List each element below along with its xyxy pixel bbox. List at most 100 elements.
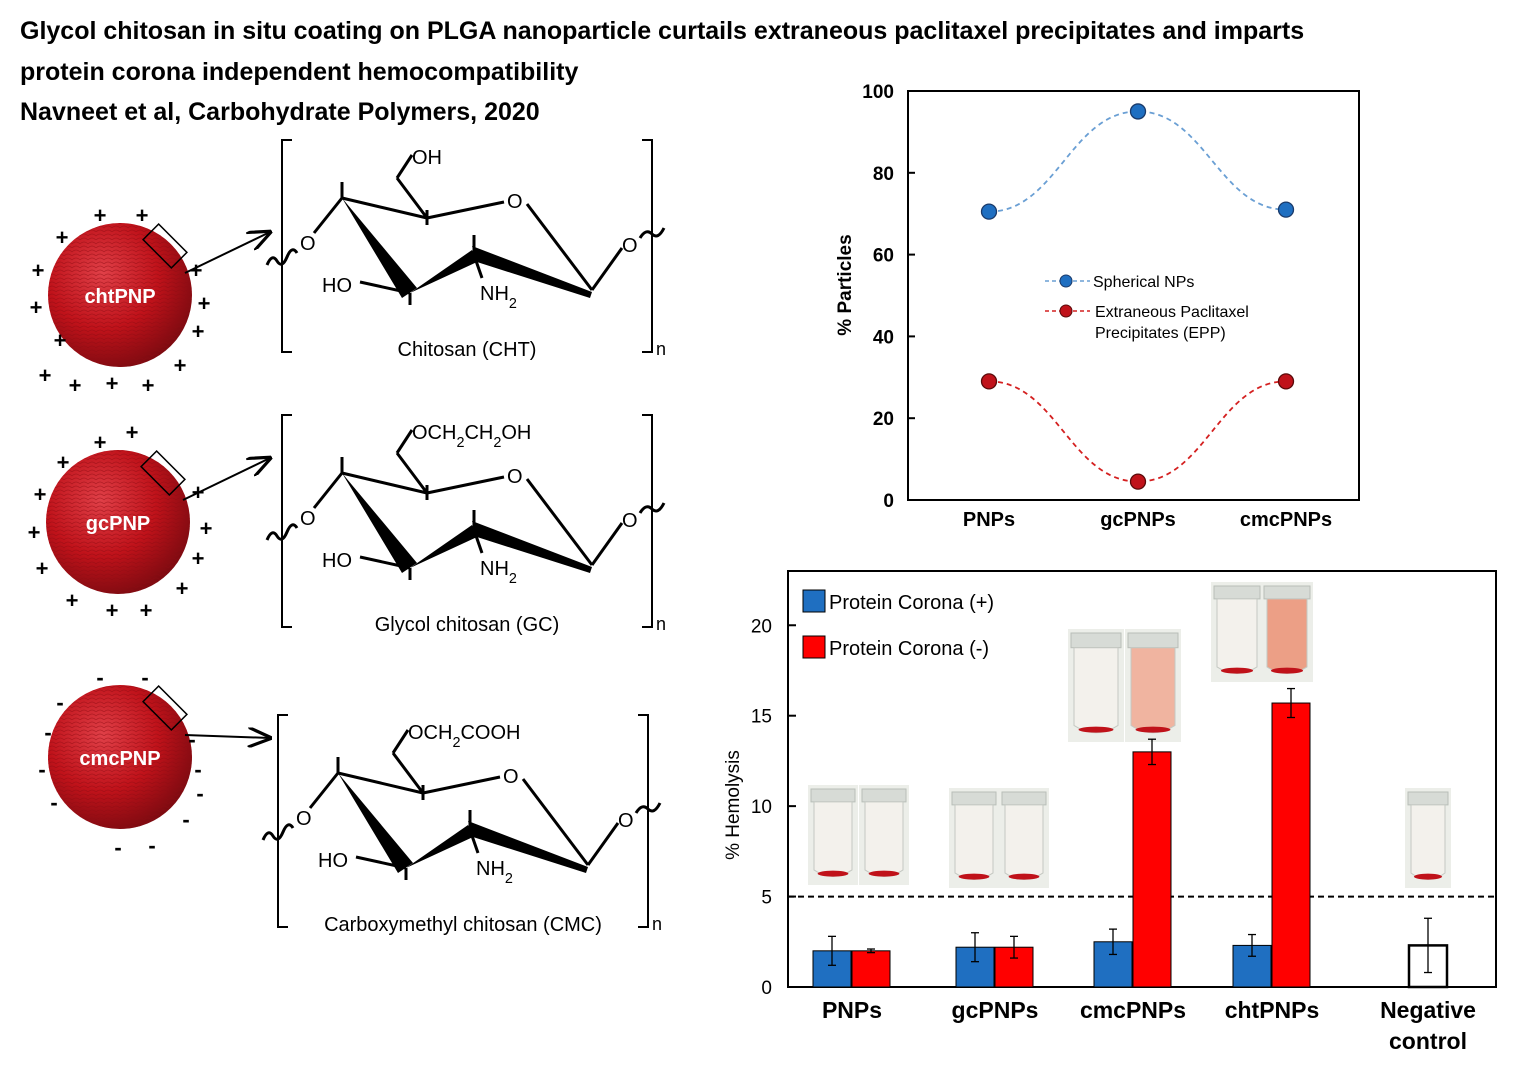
hydroxyl-label: HO (322, 275, 352, 297)
nanoparticle-texture (46, 450, 190, 594)
surface-charge-sign: + (69, 373, 82, 398)
bond (472, 529, 484, 554)
bond (472, 254, 484, 279)
figure-title-line-1: Glycol chitosan in situ coating on PLGA … (20, 17, 1305, 45)
rbc-pellet (1078, 726, 1114, 733)
ring-bond (341, 471, 428, 495)
chart2-legend: Protein Corona (+) Protein Corona (-) (802, 589, 994, 660)
legend-label-corona-minus: Protein Corona (-) (829, 638, 989, 660)
chart2-x-tick-label: Negative control (1380, 997, 1476, 1054)
wedge-bond (406, 825, 473, 868)
surface-charge-sign: - (182, 807, 189, 832)
legend-marker-epp (1059, 304, 1073, 318)
surface-charge-sign: + (57, 450, 70, 475)
ring-oxygen: O (507, 191, 523, 213)
rbc-pellet (817, 870, 849, 877)
surface-charge-sign: + (94, 203, 107, 228)
tube-cap (1263, 585, 1311, 600)
particle-label: chtPNP (84, 286, 155, 308)
chart2-bar (851, 950, 891, 988)
chart1-data-point (1129, 103, 1147, 120)
structure-cmcPNP: n O O OCH2COOH HO NH2 O Carboxymethyl chitosan … (261, 714, 662, 936)
bond (586, 822, 620, 866)
sidechain-bond (395, 154, 414, 179)
chart2-y-tick-label: 10 (751, 797, 772, 818)
bond (312, 472, 344, 509)
tube-cap (1213, 585, 1261, 600)
surface-charge-sign: + (198, 291, 211, 316)
tube-cap (1001, 791, 1047, 806)
surface-charge-sign: + (32, 258, 45, 283)
tube-cap (861, 788, 907, 803)
rbc-pellet (1270, 667, 1304, 674)
glycosidic-oxygen-right: O (622, 510, 638, 532)
hemolysis-tube-photos (808, 582, 1451, 888)
surface-charge-sign: - (44, 720, 51, 745)
structure-gcPNP: n O O OCH2CH2OH HO NH2 O Glycol chitosan (GC) (265, 414, 666, 636)
sample-tube (808, 785, 858, 885)
surface-charge-sign: + (192, 546, 205, 571)
chart2-bar (1132, 751, 1172, 988)
nanoparticle-texture (48, 685, 192, 829)
surface-charge-sign: - (141, 665, 148, 690)
tube-body (1266, 598, 1308, 674)
repeat-subscript: n (652, 914, 662, 934)
figure-title-line-2: protein corona independent hemocompatibi… (20, 58, 579, 86)
chart1-data-point (980, 203, 998, 220)
surface-charge-sign: - (148, 833, 155, 858)
bond (312, 197, 344, 234)
surface-charge-sign: + (192, 319, 205, 344)
bracket-right (642, 139, 653, 353)
glycosidic-oxygen-left: O (300, 233, 316, 255)
chart1-series (980, 103, 1295, 490)
tube-cap (1070, 632, 1122, 649)
legend-swatch-corona-plus (802, 589, 826, 613)
zoom-box (142, 685, 188, 731)
amine-label: NH2 (476, 858, 513, 887)
ring-bond (341, 196, 428, 220)
chart2-bar (1271, 702, 1311, 988)
ring-bond (422, 775, 501, 795)
chart2-x-tick-label: chtPNPs (1225, 997, 1320, 1023)
particles-layer: chtPNP++++++++++++++gcPNP+++++++++++++cm… (28, 203, 270, 860)
wavy-bond-right (638, 227, 666, 239)
chart1-y-tick-label: 60 (873, 246, 894, 267)
sample-tube (859, 785, 909, 885)
surface-charge-sign: + (36, 556, 49, 581)
repeat-subscript: n (656, 614, 666, 634)
bond (359, 280, 411, 295)
surface-charge-sign: + (34, 482, 47, 507)
chart1-x-tick-label: PNPs (963, 509, 1015, 531)
sidechain-bond (395, 429, 414, 454)
tube-body (813, 801, 853, 877)
surface-charge-sign: + (106, 371, 119, 396)
sidechain-bond (391, 729, 410, 754)
wavy-bond-left (265, 248, 299, 266)
sidechain-label: OH (412, 147, 442, 169)
surface-charge-sign: + (39, 363, 52, 388)
hemolysis-chart: 0 5 10 15 20 PNPs gcPNPs cmcPNPs chtPNPs Negative… (723, 570, 1497, 1054)
ring-bond (426, 475, 505, 495)
wavy-bond-right (638, 502, 666, 514)
chart1-series-line (988, 380, 1287, 483)
bond (590, 522, 624, 566)
particle-chtPNP: chtPNP+ ++++++ + + +++++ (30, 203, 270, 398)
surface-charge-sign: + (126, 420, 139, 445)
tube-body (1004, 804, 1044, 880)
bracket-right (642, 414, 653, 628)
tube-body (864, 801, 904, 877)
bracket-left (281, 414, 292, 628)
surface-charge-sign: + (56, 225, 69, 250)
surface-charge-sign: + (174, 353, 187, 378)
chart2-y-tick-label: 20 (751, 616, 772, 637)
rbc-pellet (1135, 726, 1171, 733)
ring-oxygen: O (503, 766, 519, 788)
surface-charge-sign: + (30, 295, 43, 320)
chart1-y-axis-label: % Particles (835, 234, 856, 335)
particle-morphology-chart: 0 20 40 60 80 100 PNPs gcPNPs cmcPNPs % Particle… (835, 82, 1360, 531)
tube-body (1073, 647, 1119, 734)
bond (359, 555, 411, 570)
chart1-x-tick-label: gcPNPs (1100, 509, 1176, 531)
bond (355, 855, 407, 870)
tube-body (1130, 647, 1176, 734)
